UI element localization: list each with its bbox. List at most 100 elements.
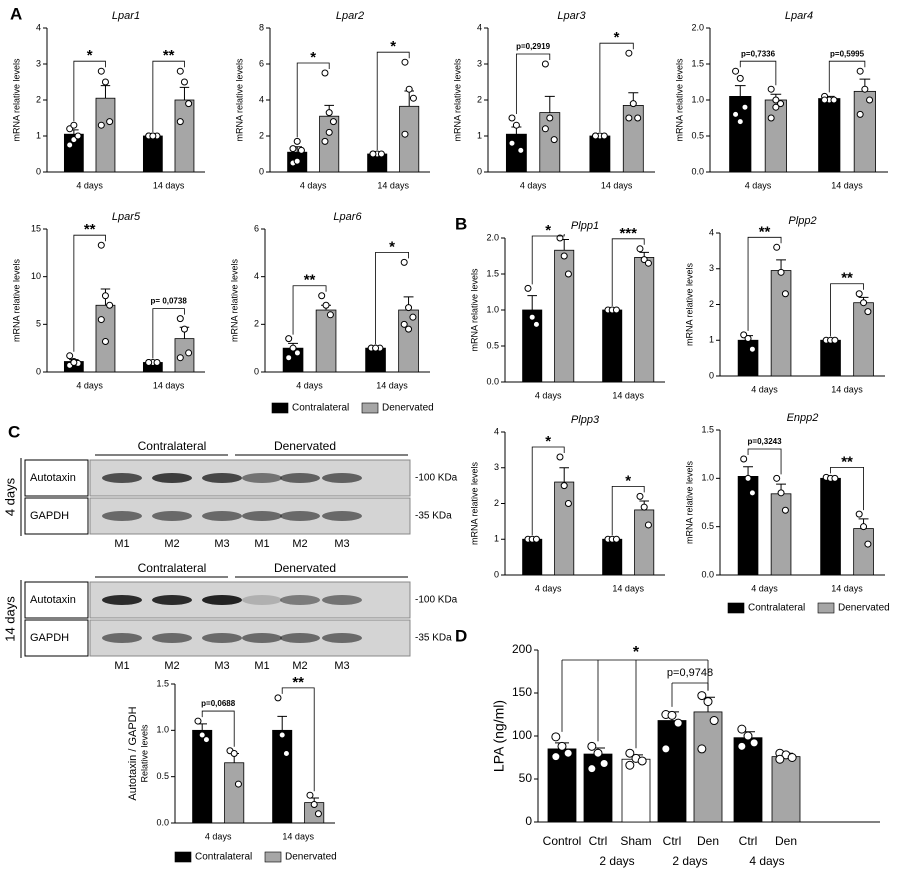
chart-title: Lpar3	[557, 10, 586, 22]
blot-band	[102, 511, 142, 521]
data-point	[198, 731, 206, 739]
significance-label: p=0,0688	[201, 699, 236, 708]
data-point	[736, 118, 744, 126]
data-point	[831, 474, 839, 482]
y-tick-label: 0.0	[691, 166, 704, 176]
blot-group-label: Contralateral	[138, 561, 207, 575]
data-point	[612, 535, 620, 543]
x-tick-label: Sham	[620, 834, 651, 848]
y-tick-label: 10	[31, 271, 41, 281]
error-bar	[743, 466, 753, 477]
x-tick-label: 4 days	[535, 390, 562, 400]
data-point	[145, 358, 153, 366]
y-tick-label: 4	[254, 271, 259, 281]
significance-bracket	[515, 53, 551, 114]
y-tick-label: 0	[525, 814, 532, 828]
x-tick-label: Ctrl	[739, 834, 758, 848]
y-tick-label: 200	[512, 642, 532, 656]
data-point	[405, 85, 413, 93]
x-tick-label: 4 days	[751, 583, 778, 593]
data-point	[194, 717, 202, 725]
y-tick-label: 1	[477, 130, 482, 140]
significance-label: p= 0,0738	[151, 297, 188, 306]
x-tick-label: 4 days	[76, 180, 103, 190]
legend-label: Denervated	[285, 852, 337, 863]
x-group-label: 2 days	[672, 854, 707, 868]
significance-bracket	[828, 60, 866, 93]
data-point	[697, 691, 707, 701]
data-point	[234, 780, 242, 788]
data-point	[767, 114, 775, 122]
data-point	[285, 335, 293, 343]
y-tick-label: 6	[254, 223, 259, 233]
significance-bracket	[531, 446, 565, 536]
blot-band	[322, 595, 362, 605]
data-point	[855, 290, 863, 298]
chart-title: Lpar2	[336, 10, 364, 22]
data-point	[560, 252, 568, 260]
y-tick-label: 2	[494, 498, 499, 508]
significance-label: *	[614, 29, 620, 46]
blot-lane-label: M1	[254, 538, 269, 550]
y-tick-label: 0	[36, 366, 41, 376]
y-tick-label: 0	[477, 166, 482, 176]
y-axis-label: mRNA relative levels	[674, 58, 684, 142]
significance-label: *	[545, 222, 551, 239]
blot-size-label: -35 KDa	[415, 511, 452, 522]
y-tick-label: 2	[259, 130, 264, 140]
data-point	[180, 325, 188, 333]
bar	[621, 758, 651, 823]
blot-band	[242, 595, 282, 605]
data-point	[318, 292, 326, 300]
bar	[602, 309, 623, 383]
significance-bracket	[599, 42, 634, 132]
significance-bracket	[531, 234, 565, 285]
data-point	[546, 114, 554, 122]
data-point	[737, 741, 747, 751]
y-axis-label: mRNA relative levels	[469, 268, 479, 352]
data-point	[732, 110, 740, 118]
blot-row-label-box	[24, 581, 89, 619]
significance-label: *	[87, 47, 93, 64]
blot-band	[242, 511, 282, 521]
blot-row-label: Autotaxin	[30, 472, 76, 484]
chart-title: Plpp1	[571, 220, 599, 232]
significance-label: *	[310, 49, 316, 66]
data-point	[773, 243, 781, 251]
bar	[174, 99, 195, 173]
data-point	[821, 96, 829, 104]
significance-label: p=0,5995	[830, 49, 865, 58]
data-point	[405, 325, 413, 333]
blot-band	[280, 633, 320, 643]
data-point	[306, 791, 314, 799]
x-tick-label: 4 days	[535, 583, 562, 593]
significance-bracket	[281, 687, 315, 792]
legend-label: Contralateral	[292, 403, 349, 414]
error-bar	[527, 295, 537, 310]
data-point	[703, 697, 713, 707]
y-tick-label: 4	[494, 426, 499, 436]
chart-title: Enpp2	[787, 412, 819, 424]
data-point	[564, 270, 572, 278]
significance-bracket	[830, 466, 864, 511]
significance-bracket	[561, 659, 709, 749]
y-tick-label: 1.5	[156, 678, 169, 688]
blot-lane-label: M3	[214, 538, 229, 550]
x-tick-label: 4 days	[205, 831, 232, 841]
y-tick-label: 15	[31, 223, 41, 233]
bar	[853, 90, 876, 173]
y-tick-label: 0.5	[486, 340, 499, 350]
bar	[505, 133, 527, 173]
data-point	[640, 503, 648, 511]
significance-bracket	[73, 234, 106, 352]
data-point	[866, 96, 874, 104]
data-point	[541, 125, 549, 133]
y-tick-label: 2	[477, 94, 482, 104]
data-point	[772, 103, 780, 111]
data-point	[743, 731, 753, 741]
data-point	[741, 103, 749, 111]
data-point	[508, 114, 516, 122]
bar	[602, 538, 623, 576]
data-point	[293, 137, 301, 145]
